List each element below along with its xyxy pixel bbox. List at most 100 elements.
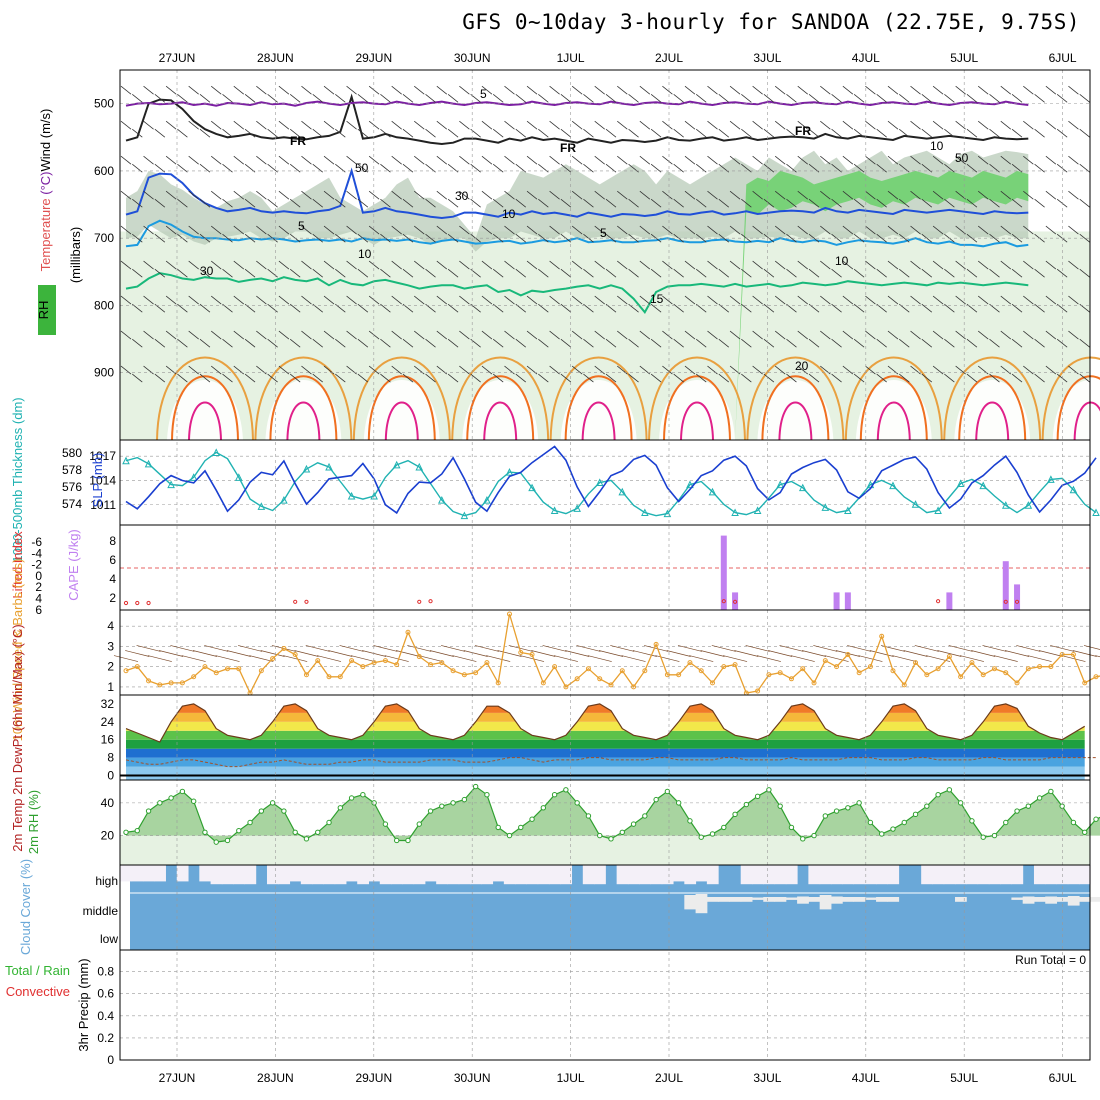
wind-barb xyxy=(820,330,831,340)
wind-barb xyxy=(989,93,1000,103)
cloud-high-gap xyxy=(548,865,561,885)
wind-barb xyxy=(188,155,199,165)
cloud-high-gap xyxy=(785,865,798,885)
rh2m-point xyxy=(800,836,806,842)
wind10-point xyxy=(495,680,501,686)
wind-barb xyxy=(1000,120,1012,130)
cloud-high-gap xyxy=(988,865,1001,885)
wind-barb xyxy=(650,303,662,313)
wind10-point xyxy=(924,672,930,678)
cloud-high-gap xyxy=(447,865,460,885)
wind-barb xyxy=(707,225,718,235)
cloud-high-gap xyxy=(763,865,776,885)
wind-barb-10m xyxy=(756,655,781,662)
wind-barb xyxy=(188,120,199,130)
wind-barb xyxy=(786,338,797,348)
wind10-point xyxy=(766,672,772,678)
temp-tick-label: 0 xyxy=(107,769,114,783)
cloud-layer-label: high xyxy=(95,874,118,888)
date-label-top: 3JUL xyxy=(753,51,781,65)
wind-barb xyxy=(932,295,944,305)
cloud-middle xyxy=(876,897,888,902)
wind10-point xyxy=(1025,666,1031,672)
wind-barb xyxy=(188,85,199,95)
wind-barb xyxy=(312,233,323,243)
wind-barb xyxy=(120,190,132,200)
wind-barb xyxy=(571,120,583,130)
wind-barb-10m xyxy=(598,650,624,657)
wind-barb xyxy=(199,338,211,348)
rh2m-point xyxy=(190,798,197,804)
wind-barb xyxy=(447,128,459,138)
wind-barb xyxy=(515,198,527,208)
wind-barb xyxy=(120,260,132,270)
temp-axis-title: 2m Temp 2m DewPt (6hr Min/Max) (°C) xyxy=(10,624,25,851)
wind-barb xyxy=(515,338,527,348)
wind-barb xyxy=(436,260,448,270)
wind-barb-10m xyxy=(113,655,139,662)
wind-barb xyxy=(876,128,887,138)
wind-barb xyxy=(414,155,425,165)
wind-barb xyxy=(605,268,617,278)
wind-barb xyxy=(154,338,166,348)
wind-barb xyxy=(256,260,267,270)
freezing-level-line xyxy=(125,93,1029,146)
precip-legend-convective: Convective xyxy=(6,984,70,999)
wind-barb xyxy=(639,260,651,270)
wind-barb xyxy=(729,85,741,95)
wind-barb-10m xyxy=(508,645,533,652)
temp-band xyxy=(126,730,1085,740)
cloud-middle xyxy=(740,897,753,902)
wind-barb-10m xyxy=(170,645,195,652)
wind-barb xyxy=(797,260,808,270)
wind-barb xyxy=(617,225,628,235)
wind-barb xyxy=(210,330,222,340)
wind-barb xyxy=(684,155,696,165)
rh2m-point xyxy=(551,792,558,798)
wind-barb xyxy=(786,128,797,138)
wind-barb xyxy=(966,373,978,383)
wind-barb xyxy=(763,163,775,173)
wind-barb-10m xyxy=(260,650,285,657)
cloud-middle xyxy=(1090,897,1100,902)
isotherm-20-lobe xyxy=(648,356,746,441)
wind10-point xyxy=(788,676,794,682)
rh2m-point xyxy=(1059,803,1065,809)
wind-barb xyxy=(425,373,436,383)
thickness-marker xyxy=(302,464,311,473)
wind10-point xyxy=(1093,674,1099,680)
thickness-marker xyxy=(708,487,717,496)
li-point xyxy=(428,599,433,604)
wind-barb xyxy=(571,190,583,200)
wind-barb xyxy=(278,330,290,340)
wind-barb xyxy=(989,338,1000,348)
wind-barb xyxy=(673,198,684,208)
cloud-high-gap xyxy=(582,865,595,885)
rh2m-point xyxy=(529,816,535,822)
wind-barb-10m xyxy=(813,645,838,652)
wind10-point xyxy=(270,656,276,662)
li-axis-title: Lifted Index xyxy=(10,531,25,599)
wind-barb xyxy=(1000,190,1012,200)
wind-barb xyxy=(233,225,245,235)
thickness-marker xyxy=(438,496,446,504)
wind10-axis-title: 10m Wind Speed & Barbs (m/s) xyxy=(10,559,25,742)
cloud-high-gap xyxy=(492,865,505,882)
thickness-marker xyxy=(167,480,175,489)
wind-barb xyxy=(560,198,572,208)
wind-barb xyxy=(628,198,639,208)
wind10-point xyxy=(326,674,332,680)
panel-frame-precip xyxy=(119,949,1091,1061)
li-point xyxy=(123,600,129,606)
wind-barb xyxy=(470,198,481,208)
isotherm-25-lobe xyxy=(761,375,830,441)
wind-barb xyxy=(154,233,166,243)
wind10-point xyxy=(631,684,637,690)
wind-barb xyxy=(989,268,1000,278)
wind-barb xyxy=(594,120,605,130)
wind-barb xyxy=(210,260,222,270)
wind-barb xyxy=(605,128,617,138)
wind-barb-10m xyxy=(328,650,353,657)
cloud-middle xyxy=(729,897,742,902)
wind-barb xyxy=(977,225,989,235)
